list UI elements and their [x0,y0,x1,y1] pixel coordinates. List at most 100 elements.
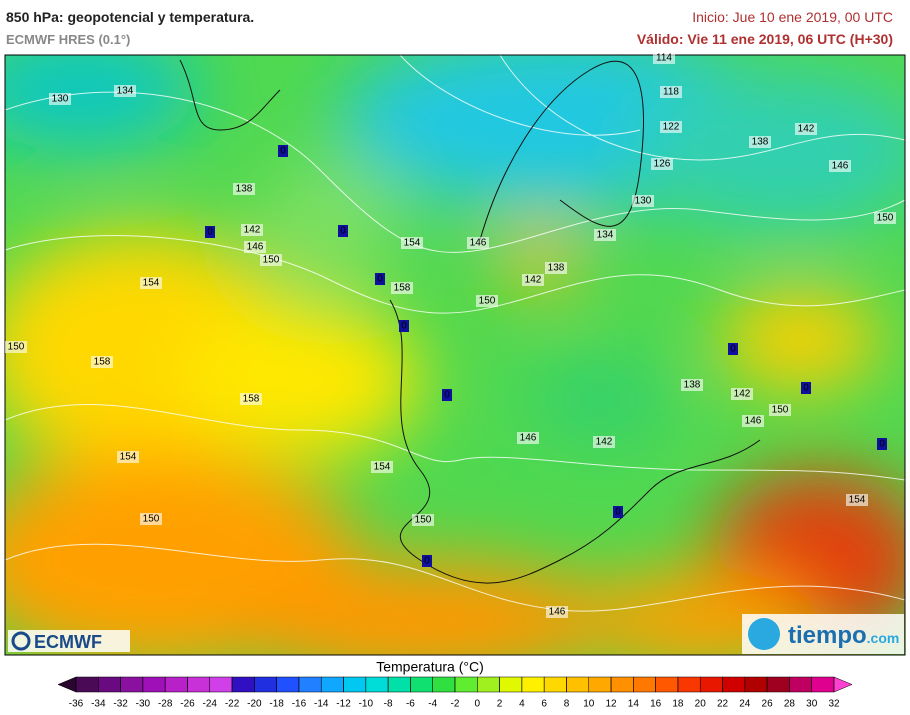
contour-label: 138 [236,184,253,195]
label-bg [660,86,682,98]
contour-label: 126 [654,159,671,170]
label-bg [593,436,615,448]
colorbar-swatch [231,676,255,693]
contour-label: 138 [752,137,769,148]
zero-marker-box [375,273,385,285]
colorbar-swatch [365,676,389,693]
label-bg [594,229,616,241]
contour-label: 150 [263,255,280,266]
colorbar-tick-label: -18 [269,699,284,710]
colorbar-tick-label: -36 [69,699,84,710]
colorbar-swatch [499,676,523,693]
contour-label: 142 [244,225,261,236]
colorbar-tick-label: -12 [336,699,351,710]
label-bg [371,461,393,473]
zero-marker-box [338,225,348,237]
colorbar-swatch [454,676,478,693]
map [5,55,905,655]
model: ECMWF HRES (0.1°) [6,32,130,47]
label-bg [467,237,489,249]
colorbar-tick-label: 30 [806,699,818,710]
label-bg [651,158,673,170]
label-bg [244,241,266,253]
colorbar-tick-label: 2 [497,699,503,710]
contour-label: 138 [684,380,701,391]
colorbar-swatch [610,676,634,693]
contour-label: 134 [117,86,134,97]
colorbar-swatch [98,676,121,693]
contour-label: 130 [52,94,69,105]
colorbar-tick-label: -2 [451,699,460,710]
zero-marker: 0 [615,507,621,518]
zero-marker: 0 [207,227,213,238]
contour-label: 114 [656,53,672,64]
colorbar-tick-label: 26 [762,699,774,710]
colorbar-swatch [410,676,433,693]
colorbar-tick-label: -6 [406,699,415,710]
contour-label: 154 [849,495,866,506]
colorbar-tick-label: 0 [475,699,481,710]
colorbar-tick-label: -30 [136,699,151,710]
colorbar-tick-label: 6 [541,699,547,710]
colorbar-swatch [187,676,211,693]
contour-label: 134 [597,230,614,241]
colorbar-swatch [320,676,344,693]
colorbar-swatch [677,676,701,693]
zero-marker: 0 [803,383,809,394]
map-frame [4,54,906,656]
label-bg [401,237,423,249]
label-bg [233,183,255,195]
colorbar-arrow [833,676,853,693]
label-bg [391,282,413,294]
label-bg [874,212,896,224]
contour-label: 142 [525,275,542,286]
zero-marker: 0 [401,321,407,332]
contour-label: 122 [663,122,680,133]
colorbar-tick-label: -22 [225,699,240,710]
label-bg [114,85,136,97]
zero-marker: 0 [280,146,286,157]
contour-label: 146 [470,238,487,249]
contour-label: 150 [877,213,894,224]
label-bg [749,136,771,148]
zero-marker: 0 [444,390,450,401]
contour-label: 142 [596,437,613,448]
zero-marker: 0 [340,226,346,237]
zero-marker: 0 [730,344,736,355]
label-bg [5,341,27,353]
contour-label: 130 [635,196,652,207]
label-bg [49,93,71,105]
colorbar-arrow [57,676,77,693]
label-bg [91,356,113,368]
logo-right: tiempo.com [742,614,904,654]
colorbar-swatch [766,676,790,693]
zero-marker-box [728,343,738,355]
contour-label: 150 [8,342,25,353]
label-bg [140,513,162,525]
zero-marker: 0 [377,274,383,285]
label-bg [632,195,654,207]
colorbar-tick-label: 14 [628,699,640,710]
colorbar-swatch [633,676,656,693]
contour-label: 154 [143,278,160,289]
zero-marker: 0 [424,556,430,567]
label-bg [681,379,703,391]
colorbar-tick-label: -10 [359,699,374,710]
colorbar-tick-label: 20 [695,699,707,710]
zero-marker: 0 [879,439,885,450]
colorbar-swatch [588,676,612,693]
colorbar-swatch [209,676,233,693]
valid-time: Válido: Vie 11 ene 2019, 06 UTC (H+30) [637,31,893,47]
colorbar-swatch [699,676,723,693]
contour-label: 150 [479,296,496,307]
contour-label: 146 [247,242,264,253]
colorbar-tick-label: -32 [113,699,128,710]
contour-label: 146 [549,607,566,618]
colorbar-swatch [276,676,300,693]
label-bg [546,606,568,618]
title: 850 hPa: geopotencial y temperatura. [6,9,254,25]
colorbar-tick-label: 12 [605,699,617,710]
colorbar-swatch [789,676,812,693]
colorbar-swatch [722,676,746,693]
contour-label: 158 [243,394,260,405]
